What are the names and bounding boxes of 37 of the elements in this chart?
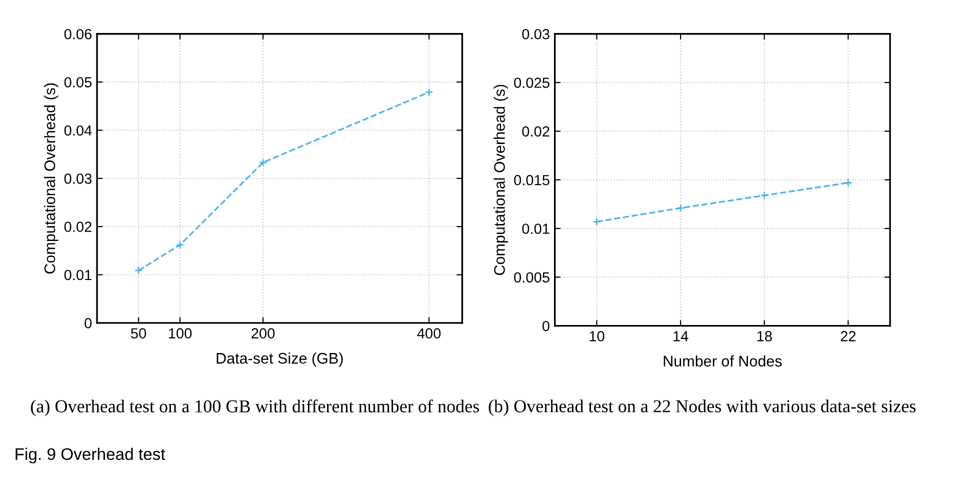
x-axis-title: Data-set Size (GB) (216, 352, 343, 367)
point (176, 240, 184, 250)
point (844, 178, 852, 187)
point (134, 266, 143, 275)
text: (a) Overhead test on a 100 GB with different number of nodes (30, 400, 479, 416)
x-tick-label: 50 (131, 328, 146, 338)
point (424, 88, 434, 96)
x-tick-label: 100 (168, 328, 192, 338)
point (258, 158, 268, 167)
x-tick-label: 22 (840, 331, 856, 342)
x-tick-label: 10 (590, 331, 604, 342)
y-tick-label: 0 (542, 320, 550, 332)
point (592, 218, 601, 226)
x-tick-label: 18 (757, 331, 772, 342)
x-axis-title: Number of Nodes (664, 355, 782, 367)
y-tick-label: 0.03 (522, 28, 550, 40)
y-tick-label: 0.03 (64, 174, 92, 184)
y-tick-label: 0.015 (514, 174, 550, 186)
y-tick-label: 0.02 (64, 222, 92, 232)
y-tick-label: 0.01 (64, 270, 92, 280)
y-tick-label: 0.025 (514, 78, 550, 88)
y-tick-label: 0 (84, 318, 92, 328)
x-tick-label: 200 (252, 328, 275, 338)
y-axis-title: Computational Overhead (s) (44, 83, 58, 274)
point (760, 191, 769, 200)
y-tick-label: 0.02 (522, 126, 550, 137)
y-tick-label: 0.04 (64, 125, 92, 136)
y-tick-label: 0.05 (64, 77, 92, 88)
point (676, 204, 685, 212)
y-tick-label: 0.005 (514, 272, 550, 283)
x-tick-label: 400 (417, 328, 441, 338)
y-axis-title: Computational Overhead (s) (494, 84, 508, 275)
caption: Fig. 9 Overhead test (16, 448, 166, 464)
y-tick-label: 0.06 (64, 28, 92, 40)
text: (b) Overhead test on a 22 Nodes with various data-set sizes (488, 400, 916, 416)
x-tick-label: 14 (674, 331, 688, 342)
y-tick-label: 0.01 (522, 224, 550, 234)
